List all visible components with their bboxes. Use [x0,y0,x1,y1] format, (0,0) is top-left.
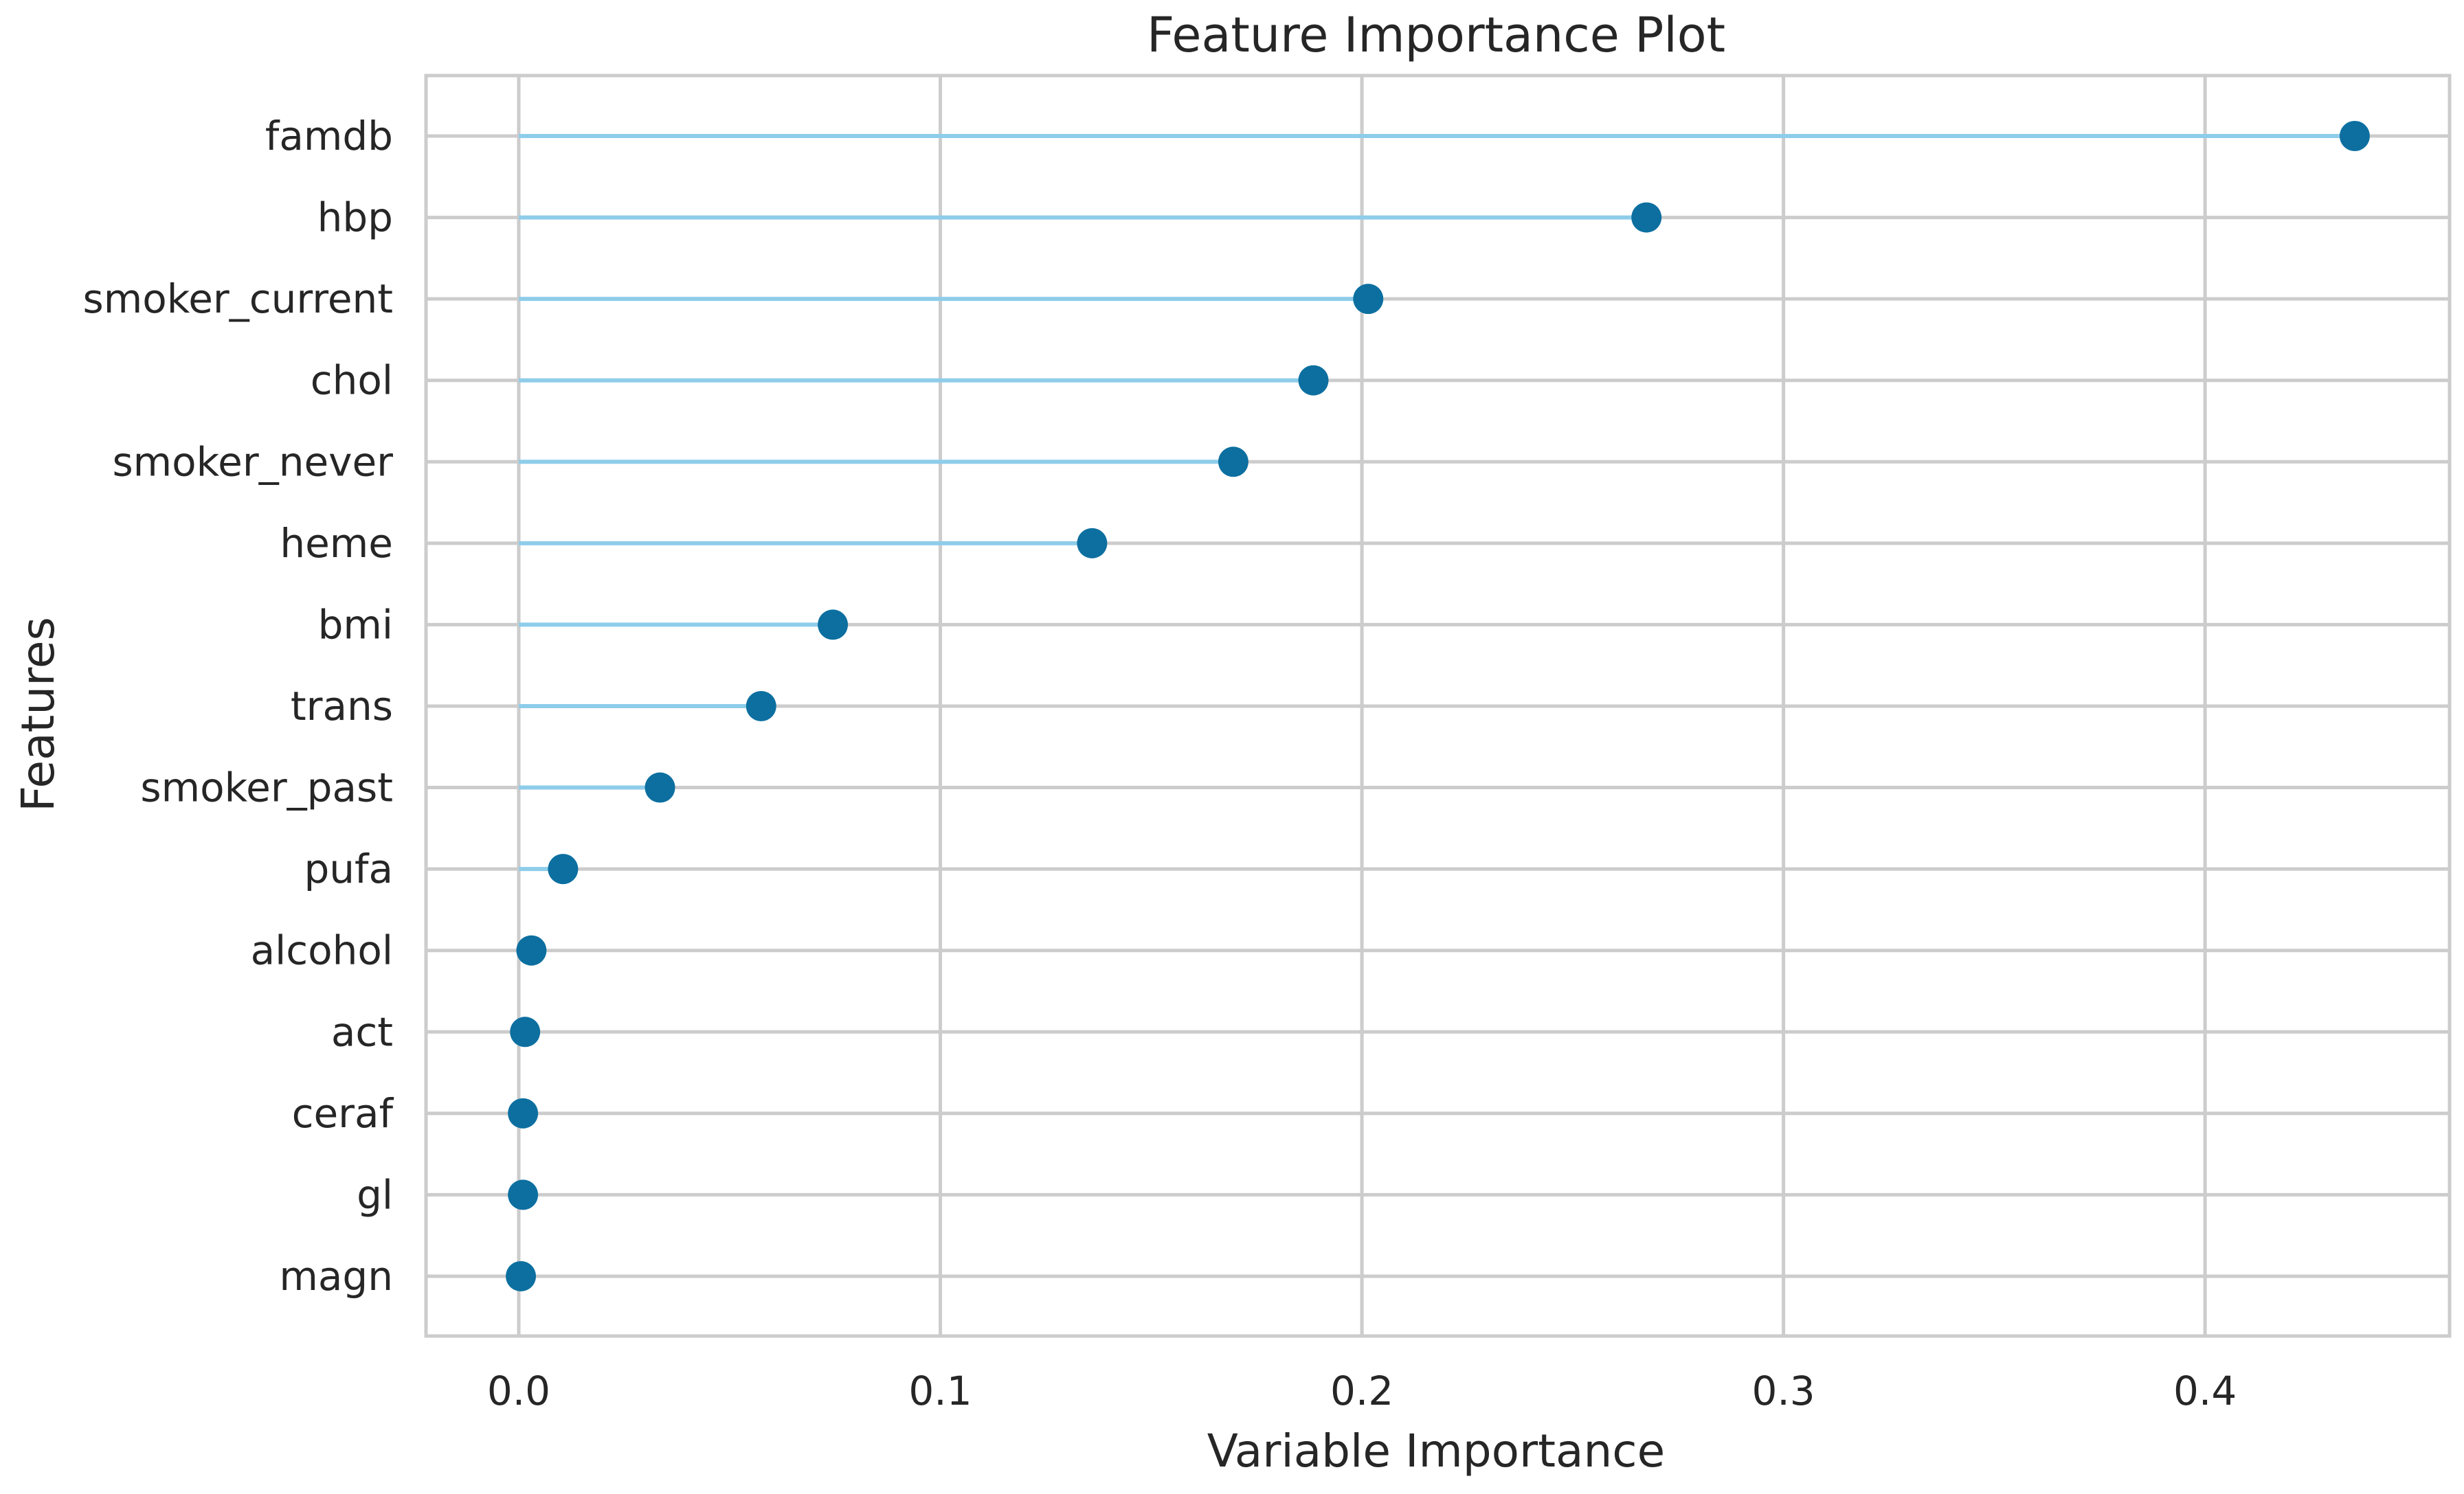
marker-chol [1298,365,1329,396]
x-tick-label: 0.2 [1330,1368,1393,1414]
y-tick-label-famdb: famdb [265,113,393,159]
marker-hbp [1631,202,1662,233]
marker-act [510,1017,541,1048]
x-tick-label: 0.1 [908,1368,972,1414]
y-tick-label-chol: chol [311,357,393,404]
marker-ceraf [508,1098,539,1129]
x-tick-label: 0.3 [1751,1368,1815,1414]
x-tick-label: 0.4 [2173,1368,2237,1414]
marker-smoker_past [645,772,675,803]
marker-heme [1077,528,1108,558]
x-axis-label: Variable Importance [1207,1425,1665,1478]
y-tick-label-smoker_past: smoker_past [140,765,393,811]
y-tick-label-pufa: pufa [304,846,393,892]
marker-pufa [548,854,579,885]
y-tick-label-gl: gl [357,1171,393,1218]
marker-bmi [818,609,849,640]
y-tick-label-act: act [331,1008,393,1055]
x-tick-labels: 0.0 0.1 0.2 0.3 0.4 [487,1368,2237,1414]
y-tick-label-trans: trans [291,683,393,729]
marker-trans [746,690,776,721]
marker-gl [508,1179,539,1210]
y-tick-label-smoker_current: smoker_current [83,275,393,322]
marker-smoker_never [1218,446,1248,477]
chart-title: Feature Importance Plot [1147,7,1725,63]
marker-magn [506,1260,537,1291]
y-tick-label-magn: magn [279,1253,393,1300]
x-tick-label: 0.0 [487,1368,550,1414]
marker-alcohol [516,935,547,966]
y-axis-label: Features [12,617,65,812]
y-tick-label-alcohol: alcohol [251,927,393,974]
marker-famdb [2339,121,2370,151]
y-tick-label-ceraf: ceraf [292,1090,394,1137]
lollipop-stems [518,134,2355,1278]
y-tick-label-bmi: bmi [318,601,393,648]
lollipop-markers [506,121,2370,1291]
y-tick-label-smoker_never: smoker_never [112,438,393,485]
y-tick-label-heme: heme [280,520,393,567]
marker-smoker_current [1353,284,1384,315]
y-tick-label-hbp: hbp [317,194,393,241]
